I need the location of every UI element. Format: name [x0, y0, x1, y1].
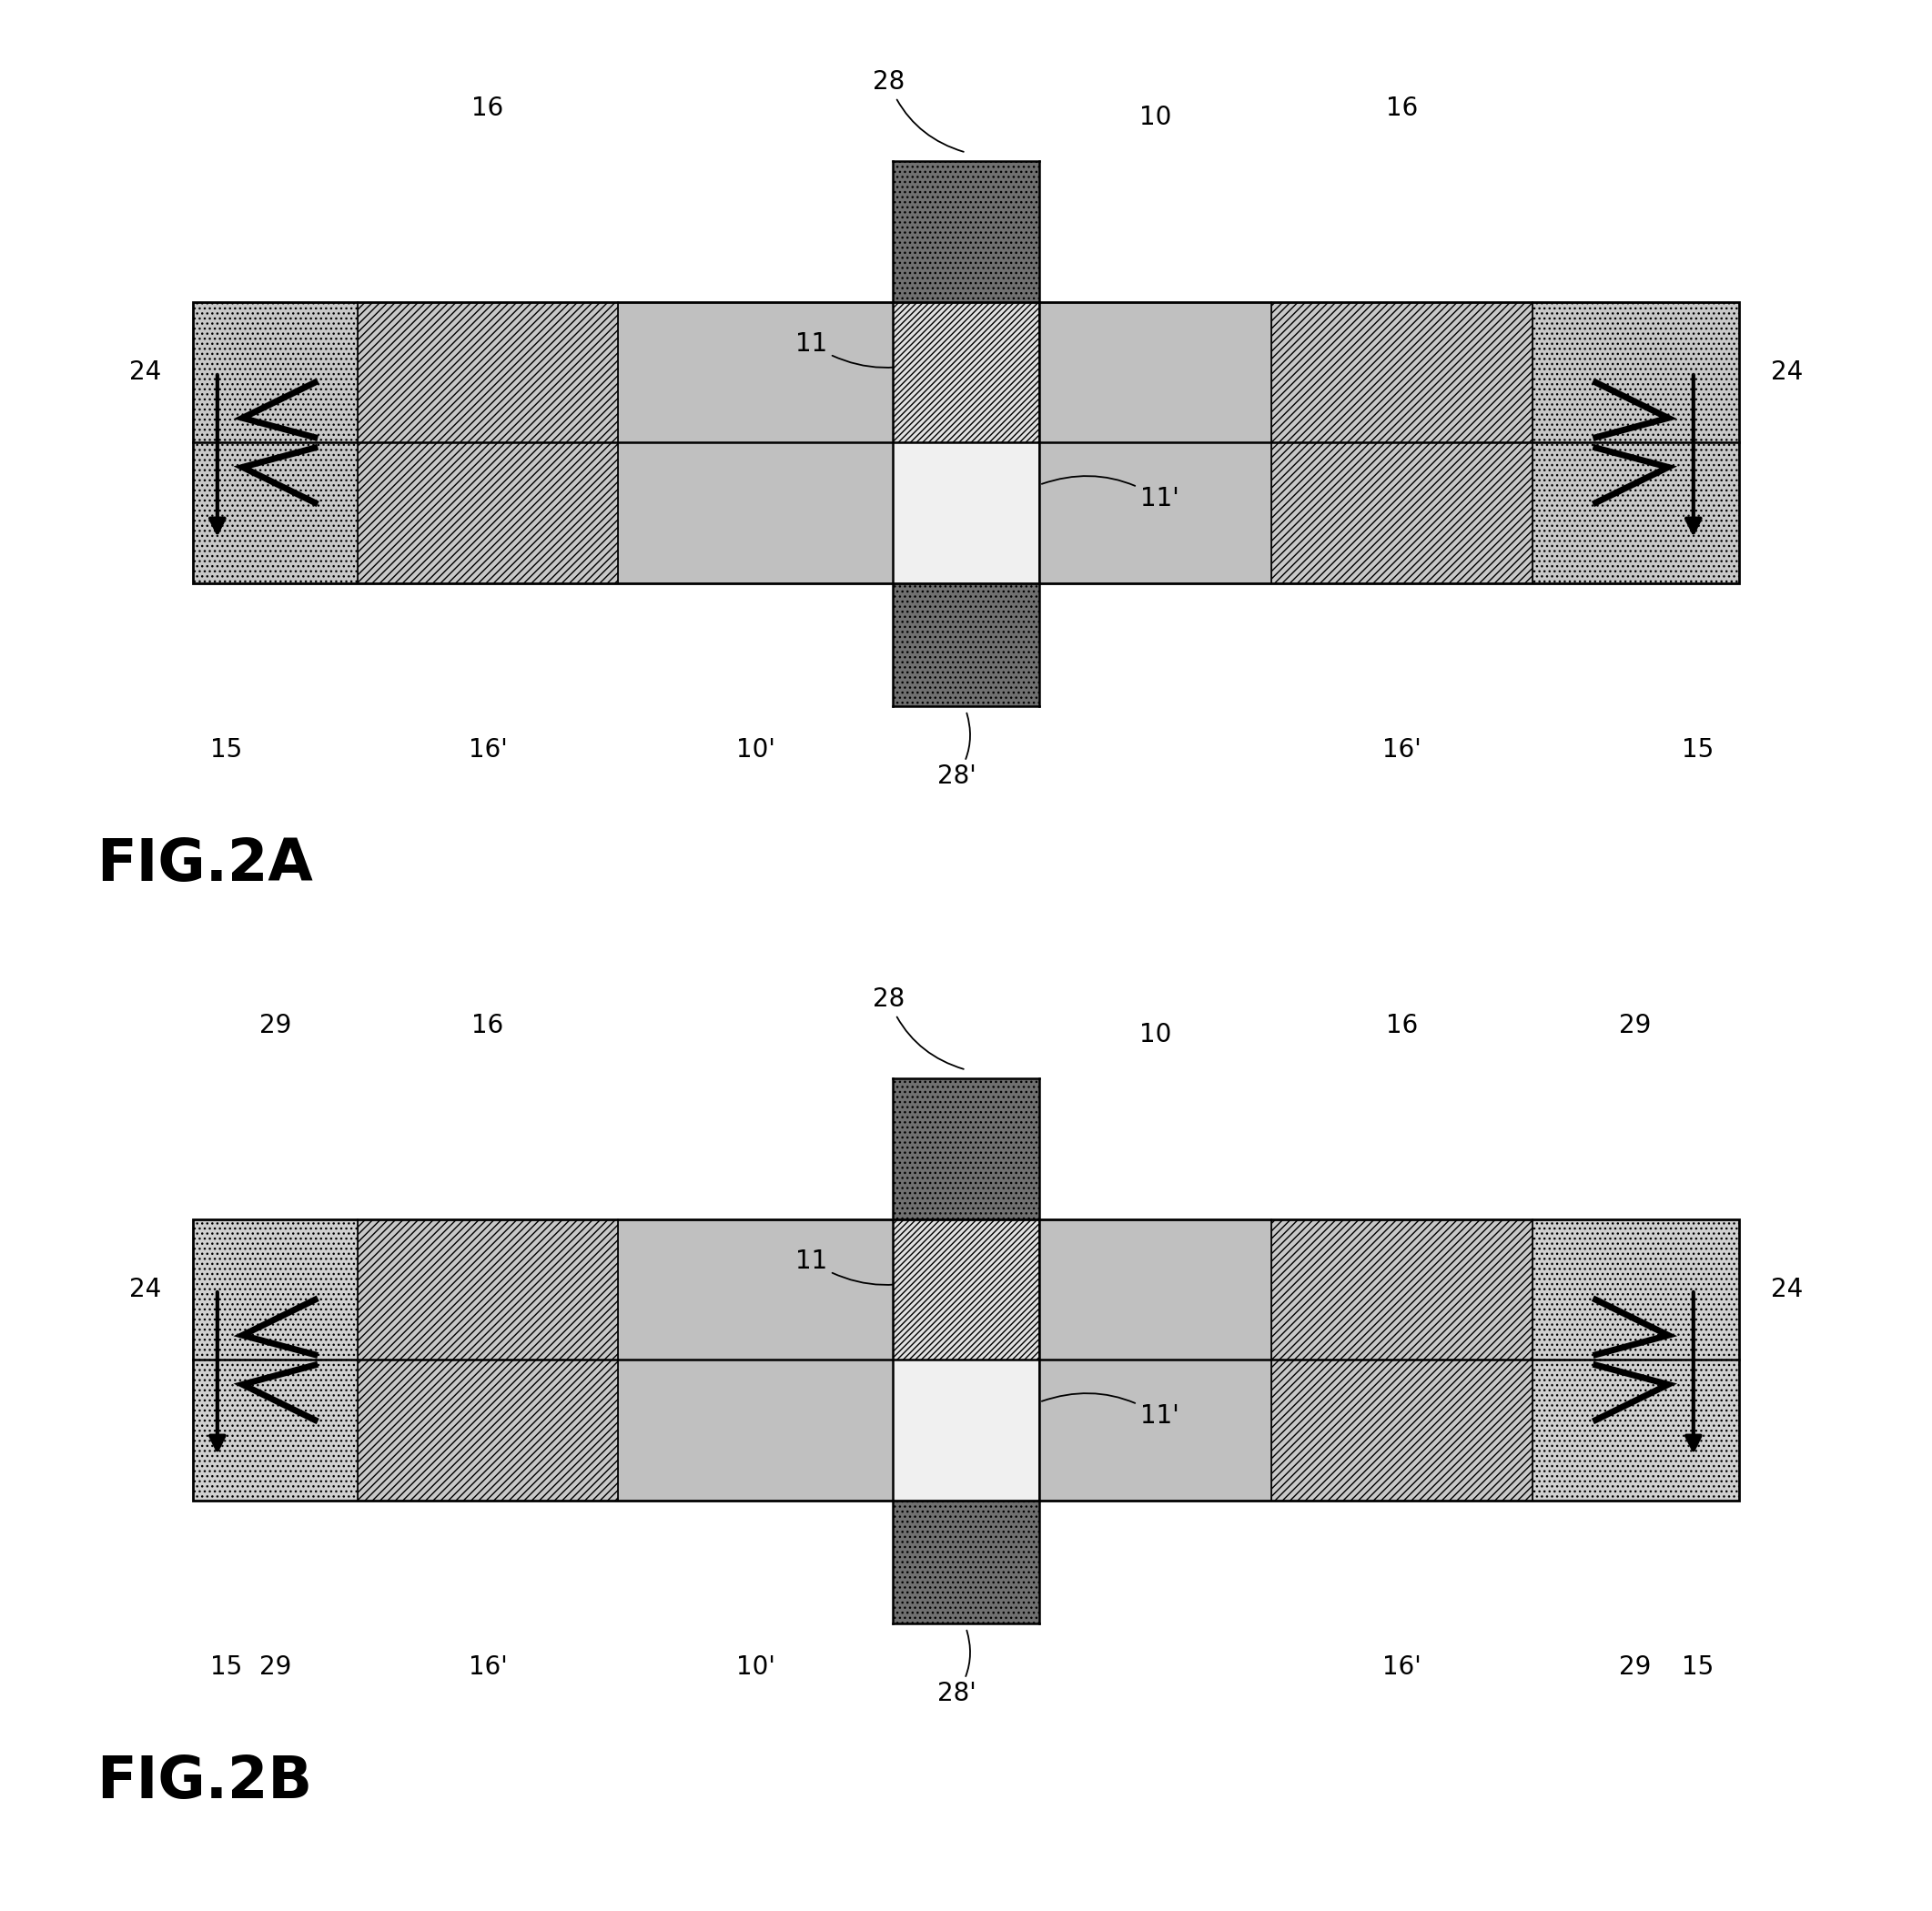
- Text: 10': 10': [736, 1655, 775, 1680]
- Bar: [1271, 1219, 1532, 1500]
- Text: 16': 16': [1381, 1655, 1422, 1680]
- Text: 24: 24: [1772, 359, 1803, 384]
- Bar: [357, 302, 618, 583]
- Text: 29: 29: [1619, 1013, 1652, 1038]
- Text: 16': 16': [468, 738, 508, 762]
- Text: 24: 24: [1772, 1277, 1803, 1301]
- Text: 24: 24: [129, 359, 160, 384]
- Text: 15: 15: [1681, 738, 1714, 762]
- Bar: [893, 1078, 1039, 1219]
- Text: 15: 15: [211, 738, 242, 762]
- Bar: [1271, 302, 1532, 583]
- Text: 10: 10: [1140, 1022, 1171, 1047]
- Text: 11': 11': [1041, 476, 1179, 512]
- Text: 16': 16': [468, 1655, 508, 1680]
- Text: 15: 15: [211, 1655, 242, 1680]
- Text: 24: 24: [129, 1277, 160, 1301]
- Text: FIG.2B: FIG.2B: [97, 1754, 313, 1810]
- Text: 16': 16': [1381, 738, 1422, 762]
- Text: FIG.2A: FIG.2A: [97, 837, 313, 892]
- Bar: [193, 1219, 1739, 1500]
- Text: 11: 11: [796, 331, 935, 367]
- Bar: [893, 1219, 1039, 1361]
- Bar: [618, 302, 893, 583]
- Text: 15: 15: [1681, 1655, 1714, 1680]
- Bar: [893, 583, 1039, 707]
- Text: 16: 16: [1385, 96, 1418, 120]
- Text: 11': 11': [1041, 1393, 1179, 1429]
- Text: 16: 16: [1385, 1013, 1418, 1038]
- Text: 10: 10: [1140, 105, 1171, 130]
- Bar: [893, 302, 1039, 443]
- Text: 10': 10': [736, 738, 775, 762]
- Bar: [193, 302, 357, 583]
- Text: 29: 29: [1619, 1655, 1652, 1680]
- Bar: [893, 1361, 1039, 1500]
- Bar: [1039, 1219, 1271, 1500]
- Bar: [1039, 302, 1271, 583]
- Text: 16: 16: [471, 96, 504, 120]
- Bar: [1532, 1219, 1739, 1500]
- Bar: [193, 302, 1739, 583]
- Bar: [618, 1219, 893, 1500]
- Bar: [893, 443, 1039, 583]
- Bar: [1532, 302, 1739, 583]
- Text: 16: 16: [471, 1013, 504, 1038]
- Bar: [357, 1219, 618, 1500]
- Text: 28: 28: [873, 69, 964, 151]
- Text: 28': 28': [937, 1630, 976, 1707]
- Text: 29: 29: [259, 1013, 292, 1038]
- Text: 28: 28: [873, 986, 964, 1068]
- Text: 11: 11: [796, 1248, 935, 1284]
- Text: 28': 28': [937, 713, 976, 789]
- Bar: [193, 1219, 357, 1500]
- Bar: [893, 161, 1039, 302]
- Text: 29: 29: [259, 1655, 292, 1680]
- Bar: [893, 1500, 1039, 1624]
